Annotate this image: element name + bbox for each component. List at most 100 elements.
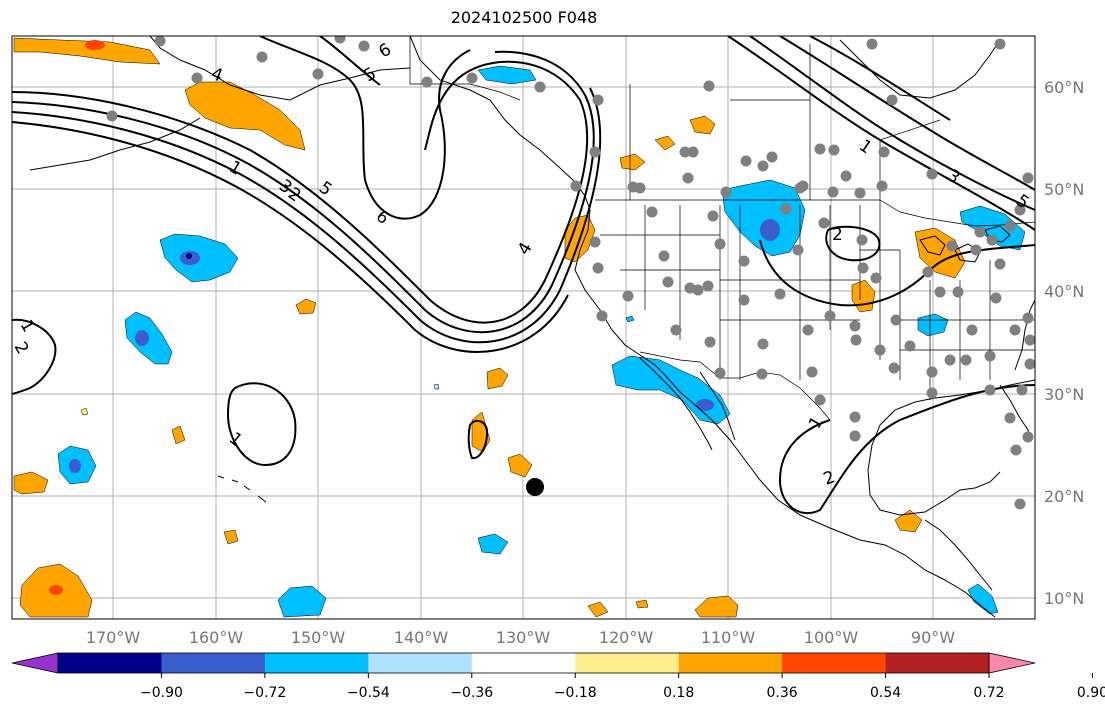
shaded-anomalies — [13, 37, 1026, 618]
station-dot — [312, 68, 324, 80]
negative-anomaly-area — [277, 585, 327, 618]
station-dot — [792, 244, 804, 256]
colorbar-extend-low — [11, 652, 59, 674]
negative-anomaly-core — [760, 219, 780, 241]
station-dot — [703, 80, 715, 92]
station-dot — [990, 292, 1002, 304]
negative-anomaly-core — [186, 253, 192, 259]
positive-anomaly-core — [85, 40, 105, 50]
coastlines — [29, 36, 1035, 618]
station-dot — [679, 146, 691, 158]
coastline-gulf-california — [699, 371, 736, 441]
positive-anomaly-area — [223, 529, 239, 545]
station-dot — [984, 384, 996, 396]
station-dot — [946, 240, 958, 252]
political-borders — [409, 36, 1035, 421]
station-dot — [960, 354, 972, 366]
station-dot — [974, 226, 986, 238]
contour-line — [759, 239, 1035, 307]
station-dot — [1004, 412, 1016, 424]
contour-line — [259, 36, 471, 220]
colorbar-tick-label: 0.18 — [663, 685, 694, 701]
station-dot — [766, 151, 778, 163]
colorbar-tick-label: −0.72 — [243, 685, 286, 701]
negative-anomaly-area — [477, 533, 509, 555]
contour-line — [12, 121, 569, 353]
positive-anomaly-area — [507, 453, 533, 478]
contour-label: 1 — [855, 136, 875, 159]
colorbar-tick-label: 0.72 — [973, 685, 1004, 701]
station-dot — [1014, 498, 1026, 510]
us-canada-border — [595, 199, 1035, 227]
station-dot — [926, 387, 938, 399]
contour-line — [727, 36, 1035, 231]
station-dot — [1016, 384, 1028, 396]
contour-line — [226, 382, 297, 467]
positive-anomaly-core — [49, 585, 63, 595]
station-dot — [794, 182, 806, 194]
station-dot — [866, 38, 878, 50]
colorbar-tick-label: 0.90 — [1077, 685, 1105, 701]
station-dot — [589, 236, 601, 248]
station-dot — [849, 320, 861, 332]
us-mexico-border — [639, 351, 831, 421]
station-dot — [704, 336, 716, 348]
lon-label: 120°W — [599, 628, 654, 647]
station-dot — [1014, 204, 1026, 216]
lon-label: 160°W — [189, 628, 244, 647]
positive-anomaly-area — [295, 298, 317, 315]
negative-anomaly-core — [696, 399, 714, 411]
station-dot — [191, 72, 203, 84]
contour-line — [12, 318, 57, 395]
colorbar-segment — [58, 653, 162, 673]
station-dot — [714, 238, 726, 250]
contour-line — [467, 419, 489, 460]
positive-anomaly-area — [654, 135, 676, 151]
station-dot — [840, 170, 852, 182]
positive-anomaly-area — [689, 115, 716, 135]
coastline-central-america — [924, 519, 993, 591]
contour-label: 1 — [225, 429, 246, 451]
graticule — [12, 36, 1035, 619]
station-dot — [154, 36, 166, 47]
station-dot — [824, 310, 836, 322]
positive-anomaly-area — [619, 153, 646, 171]
station-dot — [702, 280, 714, 292]
station-dot — [662, 276, 674, 288]
station-dot — [707, 210, 719, 222]
coastline-hawaii — [217, 475, 267, 503]
lon-label: 150°W — [291, 628, 346, 647]
positive-anomaly-area — [13, 471, 49, 495]
station-dot — [738, 294, 750, 306]
station-dot — [692, 284, 704, 296]
station-dot — [952, 286, 964, 298]
positive-anomaly-area — [851, 279, 876, 313]
coastline-east — [1014, 299, 1035, 371]
station-dot — [570, 180, 582, 192]
coastline-gulf-mexico — [867, 379, 1035, 516]
station-dot — [849, 430, 861, 442]
coastline-aleutians — [29, 117, 201, 171]
negative-anomaly-area — [433, 383, 440, 390]
colorbar-tick-label: −0.18 — [554, 685, 597, 701]
contour-label: 4 — [514, 239, 537, 258]
station-markers — [106, 36, 1035, 510]
station-dot — [888, 362, 900, 374]
lon-label: 140°W — [394, 628, 449, 647]
station-dot — [334, 36, 346, 44]
negative-anomaly-core — [135, 330, 149, 346]
station-dot — [720, 186, 732, 198]
map-frame — [11, 35, 1036, 620]
negative-anomaly-core — [69, 459, 81, 473]
station-dot — [421, 76, 433, 88]
station-dot — [1024, 334, 1035, 346]
station-dot — [878, 146, 890, 158]
station-dot — [922, 266, 934, 278]
negative-anomaly-area — [625, 315, 635, 323]
positive-anomaly-area — [486, 367, 509, 390]
station-dot — [757, 338, 769, 350]
station-dot — [1022, 431, 1034, 443]
station-dot — [944, 354, 956, 366]
contour-labels: 1 3 2 5 6 4 5 6 4 1 2 2 1 1 2 3 5 1 — [10, 40, 1033, 490]
station-dot — [757, 160, 769, 172]
